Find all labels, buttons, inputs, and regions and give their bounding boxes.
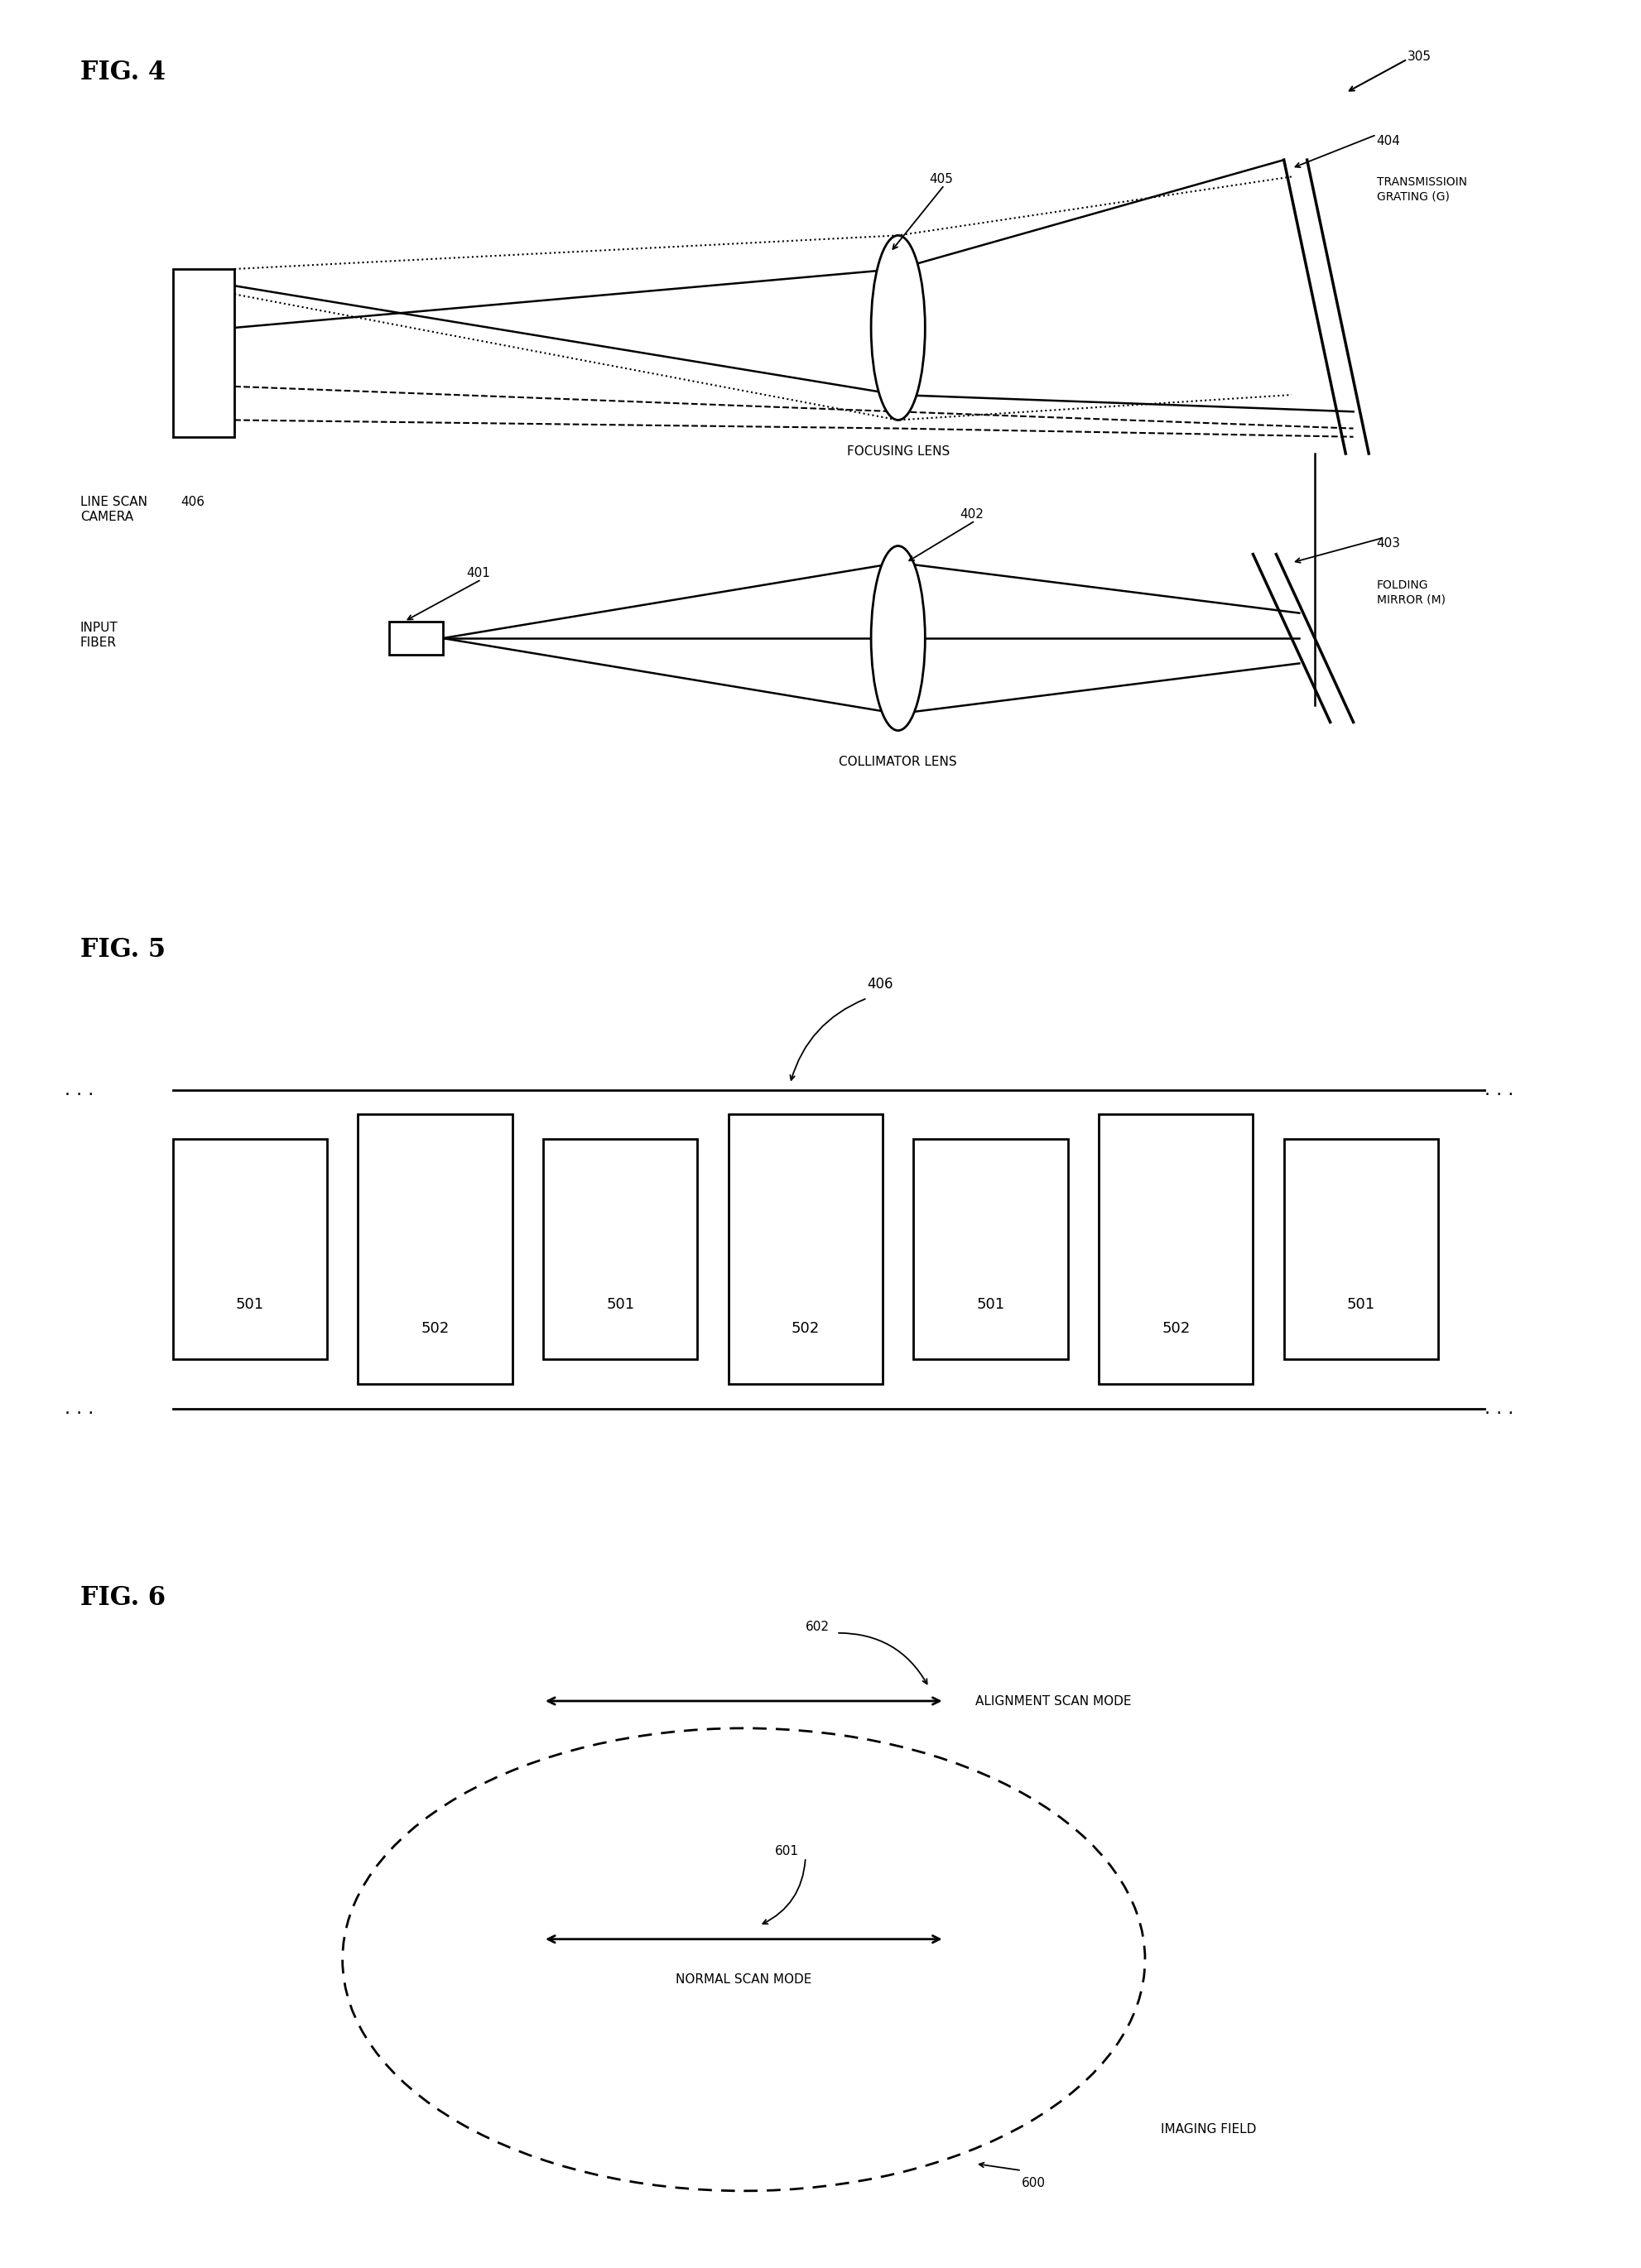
- Text: 406: 406: [866, 978, 893, 991]
- Bar: [912, 1139, 1067, 1359]
- Text: 502: 502: [1162, 1322, 1190, 1336]
- Text: 602: 602: [806, 1622, 829, 1633]
- Bar: [729, 1114, 883, 1383]
- Text: COLLIMATOR LENS: COLLIMATOR LENS: [839, 755, 957, 769]
- Text: FOCUSING LENS: FOCUSING LENS: [847, 445, 948, 458]
- Bar: [1283, 1139, 1438, 1359]
- Text: . . .: . . .: [1483, 1082, 1513, 1098]
- Ellipse shape: [871, 236, 924, 420]
- Text: 601: 601: [775, 1846, 798, 1857]
- Text: FIG. 5: FIG. 5: [80, 937, 166, 962]
- Ellipse shape: [871, 547, 924, 730]
- Text: 403: 403: [1375, 538, 1400, 549]
- Text: 405: 405: [929, 172, 952, 186]
- Text: 402: 402: [960, 508, 983, 522]
- Text: NORMAL SCAN MODE: NORMAL SCAN MODE: [676, 1973, 811, 1984]
- Bar: [172, 270, 235, 438]
- Text: 305: 305: [1406, 50, 1431, 64]
- Bar: [1098, 1114, 1252, 1383]
- Text: 501: 501: [606, 1297, 633, 1311]
- Text: 600: 600: [1021, 2177, 1045, 2189]
- Text: 502: 502: [420, 1322, 450, 1336]
- Ellipse shape: [343, 1728, 1144, 2191]
- Text: ALIGNMENT SCAN MODE: ALIGNMENT SCAN MODE: [975, 1694, 1131, 1708]
- Text: . . .: . . .: [1483, 1399, 1513, 1418]
- Text: FIG. 6: FIG. 6: [80, 1585, 166, 1610]
- Bar: [389, 621, 443, 655]
- Text: FOLDING
MIRROR (M): FOLDING MIRROR (M): [1375, 581, 1444, 606]
- Text: LINE SCAN
CAMERA: LINE SCAN CAMERA: [80, 497, 148, 524]
- Text: 501: 501: [976, 1297, 1004, 1311]
- Text: 502: 502: [791, 1322, 819, 1336]
- Bar: [543, 1139, 697, 1359]
- Bar: [358, 1114, 512, 1383]
- Text: 501: 501: [236, 1297, 264, 1311]
- Text: . . .: . . .: [64, 1082, 94, 1098]
- Bar: [172, 1139, 327, 1359]
- Text: TRANSMISSIOIN
GRATING (G): TRANSMISSIOIN GRATING (G): [1375, 177, 1465, 202]
- Text: 401: 401: [466, 567, 489, 581]
- Text: 501: 501: [1346, 1297, 1375, 1311]
- Text: 404: 404: [1375, 134, 1400, 147]
- Text: IMAGING FIELD: IMAGING FIELD: [1160, 2123, 1255, 2134]
- Text: INPUT
FIBER: INPUT FIBER: [80, 621, 118, 649]
- Text: . . .: . . .: [64, 1399, 94, 1418]
- Text: 406: 406: [181, 497, 205, 508]
- Text: FIG. 4: FIG. 4: [80, 59, 166, 84]
